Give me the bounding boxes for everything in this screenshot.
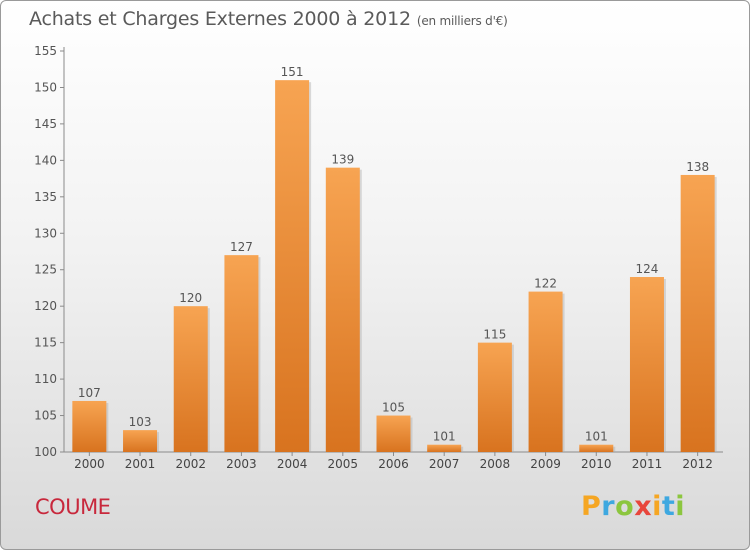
logo-letter: i [675,491,686,522]
bar-2007 [427,444,462,452]
bar-value-label: 115 [483,328,506,342]
bar-2004 [275,80,310,452]
bar-value-label: 127 [230,240,253,254]
chart-subtitle: (en milliers d'€) [416,14,508,28]
y-tick-label: 125 [34,263,57,277]
x-tick-label: 2008 [480,457,511,471]
x-tick-label: 2005 [328,457,359,471]
commune-name: COUME [35,495,111,519]
y-tick-label: 130 [34,226,57,240]
x-tick-label: 2002 [175,457,206,471]
bar-2001 [123,430,158,452]
y-tick-label: 120 [34,299,57,313]
y-tick-label: 105 [34,409,57,423]
bar-value-label: 101 [585,430,608,444]
bar-value-label: 120 [179,291,202,305]
x-tick-label: 2000 [74,457,105,471]
x-tick-label: 2012 [682,457,713,471]
y-tick-label: 155 [34,44,57,58]
bar-2009 [528,291,563,452]
logo-letter: P [581,491,602,522]
bar-2010 [579,444,614,452]
bar-2006 [376,415,411,452]
bar-value-label: 124 [636,262,659,276]
bar-value-label: 103 [129,415,152,429]
bar-value-label: 101 [433,430,456,444]
logo-letter: x [634,491,653,522]
bar-value-label: 151 [281,65,304,79]
y-tick-label: 110 [34,372,57,386]
y-tick-label: 115 [34,336,57,350]
y-tick-label: 135 [34,190,57,204]
bar-value-label: 122 [534,277,557,291]
chart-title-text: Achats et Charges Externes 2000 à 2012 [29,8,411,30]
logo-letter: i [652,491,662,522]
bar-2002 [173,306,208,452]
x-tick-label: 2003 [226,457,257,471]
y-tick-label: 145 [34,117,57,131]
y-tick-label: 150 [34,80,57,94]
x-tick-label: 2007 [429,457,460,471]
x-tick-label: 2006 [378,457,409,471]
bar-2012 [680,174,715,453]
y-tick-label: 140 [34,153,57,167]
x-tick-label: 2010 [581,457,612,471]
bar-value-label: 139 [331,153,354,167]
x-tick-label: 2004 [277,457,308,471]
bar-2005 [325,167,360,452]
x-tick-label: 2009 [530,457,561,471]
bar-2003 [224,255,259,452]
logo-letter: o [615,491,635,522]
bar-value-label: 107 [78,386,101,400]
x-tick-label: 2011 [632,457,663,471]
bar-2000 [72,400,107,452]
proxiti-logo: Proxiti [581,491,685,522]
logo-letter: t [661,491,676,522]
bar-2008 [477,342,512,452]
bar-value-label: 105 [382,401,405,415]
y-tick-label: 100 [34,445,57,459]
logo-letter: r [601,491,616,522]
bar-value-label: 138 [686,160,709,174]
x-tick-label: 2001 [125,457,156,471]
bar-2011 [629,277,664,452]
chart-title: Achats et Charges Externes 2000 à 2012 (e… [29,8,508,30]
